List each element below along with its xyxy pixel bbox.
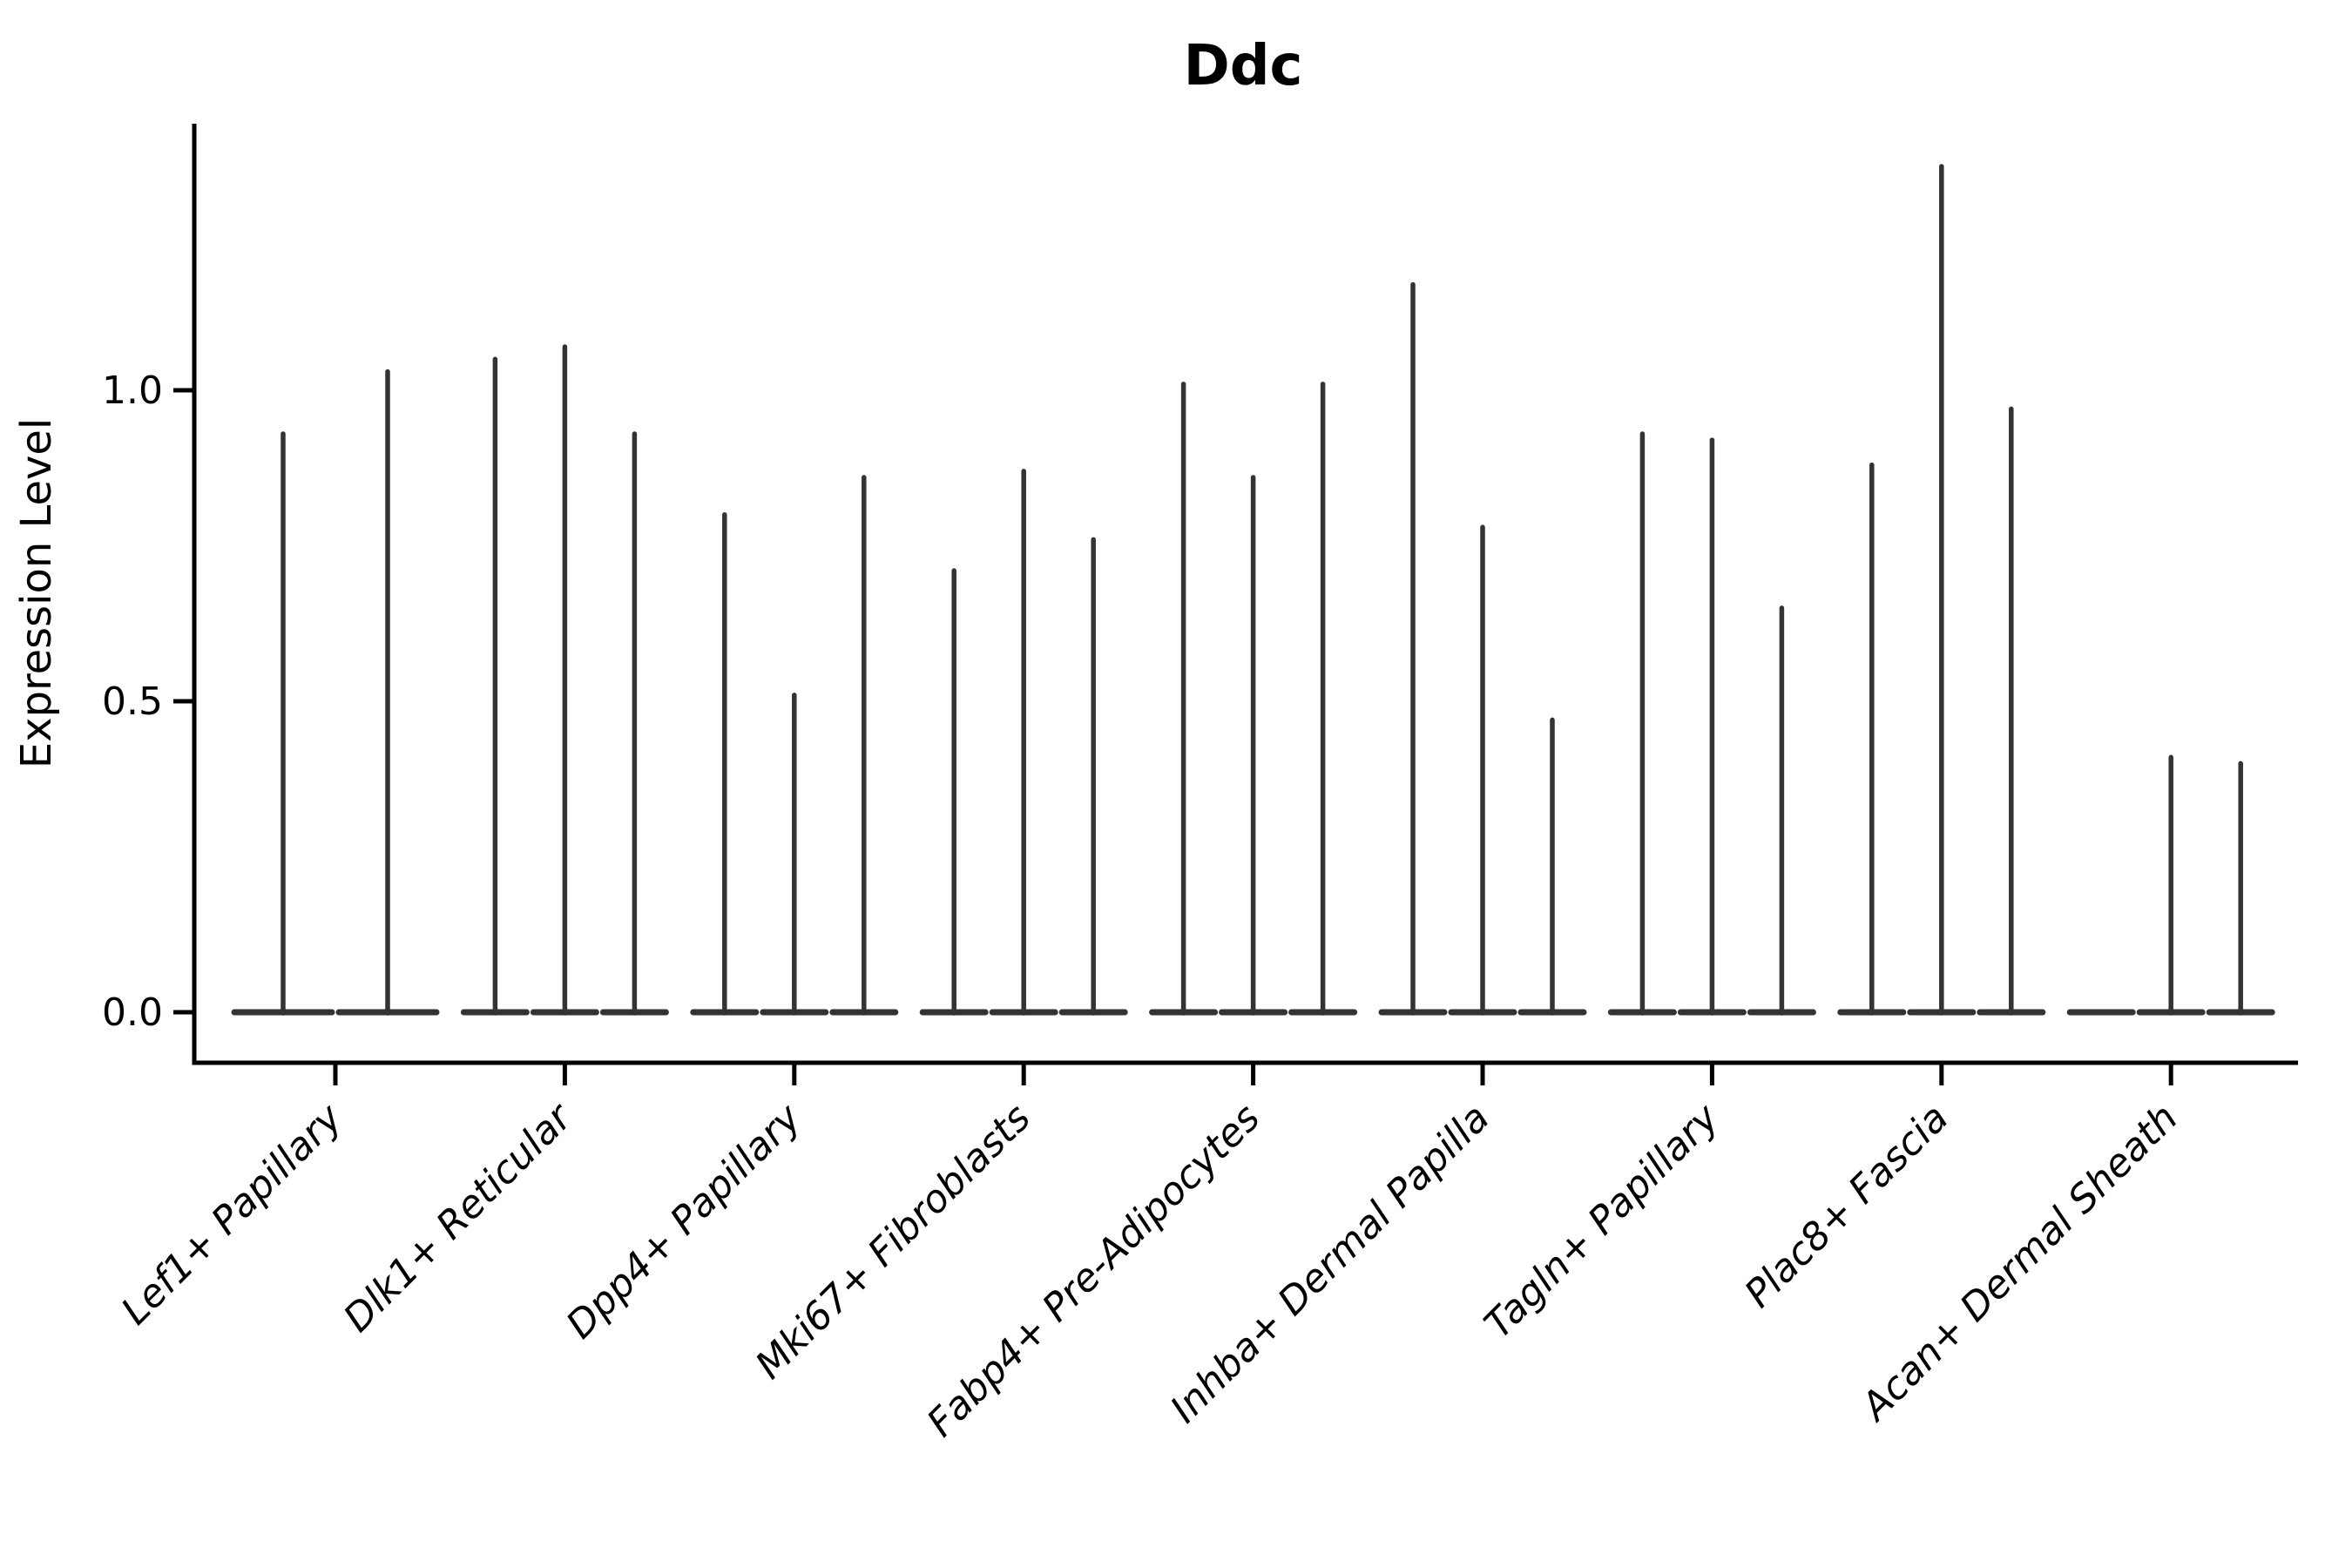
violin xyxy=(1149,382,1219,1016)
violin xyxy=(2136,754,2206,1016)
violin xyxy=(1448,524,1517,1016)
violin-group xyxy=(1837,164,2046,1016)
violin xyxy=(2206,760,2275,1016)
x-tick-label: Dpp4+ Papillary xyxy=(558,1095,811,1348)
violin-group xyxy=(1378,281,1587,1016)
violin-group xyxy=(460,344,669,1016)
violin xyxy=(1907,164,1977,1016)
violin xyxy=(1378,281,1448,1016)
violin-group xyxy=(231,368,440,1016)
axes xyxy=(192,124,2298,1065)
x-tick-label: Plac8+ Fascia xyxy=(1736,1096,1957,1316)
violin xyxy=(1219,475,1288,1016)
violin xyxy=(1517,717,1587,1016)
violin-group xyxy=(1607,431,1816,1016)
violin-group xyxy=(2066,754,2275,1016)
y-tick-label: 0.0 xyxy=(102,990,163,1035)
y-tick-label: 1.0 xyxy=(102,368,163,413)
y-ticks: 0.0 0.5 1.0 xyxy=(102,368,194,1035)
x-tick-label: Dlk1+ Reticular xyxy=(335,1094,582,1341)
x-tick-label: Tagln+ Papillary xyxy=(1476,1095,1727,1347)
violin xyxy=(599,431,669,1016)
violin xyxy=(1058,537,1128,1016)
violin xyxy=(1677,437,1747,1016)
x-tick-label: Lef1+ Papillary xyxy=(113,1095,352,1334)
violin xyxy=(1607,431,1677,1016)
chart-title: Ddc xyxy=(1184,34,1303,98)
violin xyxy=(919,568,989,1016)
violins xyxy=(231,164,2275,1016)
violin xyxy=(335,368,440,1016)
violin xyxy=(1288,382,1358,1016)
violin-group xyxy=(919,469,1128,1016)
violin xyxy=(829,475,899,1016)
violin-group xyxy=(690,475,899,1016)
violin xyxy=(530,344,599,1016)
violin xyxy=(231,431,335,1016)
violin xyxy=(989,469,1058,1016)
violin xyxy=(760,693,829,1016)
y-axis-label: Expression Level xyxy=(12,418,61,769)
violin xyxy=(460,356,530,1016)
y-tick-label: 0.5 xyxy=(102,679,163,724)
violin xyxy=(690,512,760,1016)
violin xyxy=(1837,462,1907,1016)
violin-group xyxy=(1149,382,1358,1016)
violin xyxy=(1747,605,1816,1016)
violin xyxy=(1977,406,2046,1016)
